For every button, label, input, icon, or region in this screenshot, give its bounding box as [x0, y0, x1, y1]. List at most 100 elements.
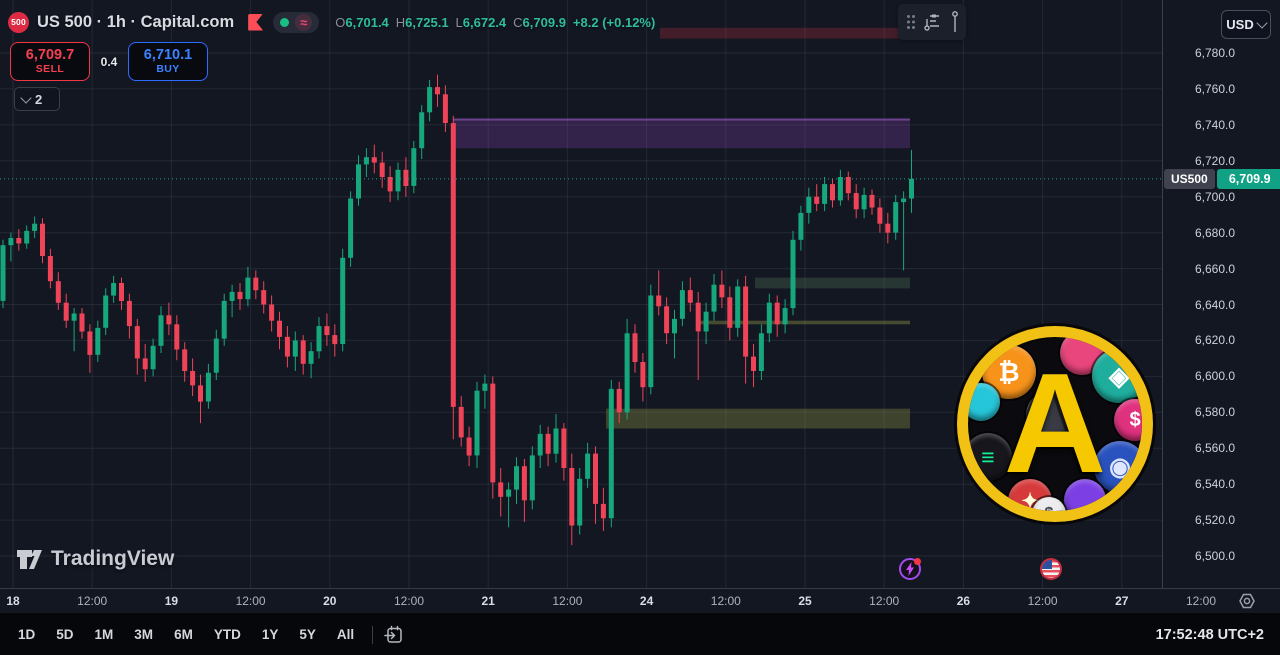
range-button-1y[interactable]: 1Y — [261, 627, 279, 642]
spread-value: 0.4 — [100, 54, 118, 69]
time-tick-label: 19 — [164, 594, 179, 608]
range-button-3m[interactable]: 3M — [134, 627, 154, 642]
toolbar-divider — [372, 625, 374, 644]
current-price-badge: 6,709.9 — [1216, 168, 1280, 189]
change-value: +8.2 (+0.12%) — [572, 14, 656, 30]
lightning-icon — [906, 562, 914, 576]
crypto-coin-icon: ◈ — [1092, 349, 1142, 403]
us-economic-event-icon[interactable] — [1040, 558, 1062, 580]
price-axis[interactable]: 6,780.0 6,760.0 6,740.0 6,720.0 6,700.0 6,680… — [1162, 0, 1280, 588]
currency-selector-button[interactable]: USD — [1221, 10, 1271, 39]
time-tick-label: 21 — [481, 594, 495, 608]
price-tick-label: 6,740.0 — [1195, 117, 1236, 132]
price-tick-label: 6,700.0 — [1195, 189, 1236, 204]
range-button-1d[interactable]: 1D — [18, 627, 36, 642]
capital-com-icon — [248, 13, 264, 31]
buy-price: 6,710.1 — [143, 46, 193, 63]
crypto-coin-icon — [1064, 479, 1106, 511]
open-value: 6,701.4 — [345, 14, 389, 30]
high-value: 6,725.1 — [405, 14, 449, 30]
price-tick-label: 6,680.0 — [1195, 225, 1236, 240]
price-tick-label: 6,520.0 — [1195, 513, 1236, 528]
chart-header: 500 US 500 · 1h · Capital.com ≈ O6,701.4… — [8, 10, 655, 34]
close-label: C — [513, 14, 523, 30]
time-tick-label: 12:00 — [710, 594, 741, 608]
trade-panel: 6,709.7 SELL 0.4 6,710.1 BUY — [10, 42, 208, 81]
price-tick-label: 6,540.0 — [1195, 477, 1236, 492]
crypto-coin-icon: ◉ — [1094, 441, 1142, 493]
currency-label: USD — [1226, 17, 1254, 32]
time-tick-label: 12:00 — [869, 594, 900, 608]
buy-button[interactable]: 6,710.1 BUY — [128, 42, 208, 81]
crypto-coin-icon: ₿ — [982, 345, 1036, 399]
tradingview-watermark[interactable]: TradingView — [16, 545, 174, 573]
sell-button[interactable]: 6,709.7 SELL — [10, 42, 90, 81]
range-button-6m[interactable]: 6M — [174, 627, 193, 642]
time-tick-label: 12:00 — [552, 594, 583, 608]
price-tick-label: 6,760.0 — [1195, 81, 1236, 96]
price-tick-label: 6,720.0 — [1195, 153, 1236, 168]
chevron-down-icon — [20, 91, 32, 104]
buy-label: BUY — [156, 62, 180, 75]
range-button-5d[interactable]: 5D — [56, 627, 74, 642]
status-dot-icon — [280, 17, 290, 27]
time-tick-label: 24 — [639, 594, 654, 608]
price-tick-label: 6,780.0 — [1195, 46, 1236, 60]
ohlc-readout: O6,701.4 H6,725.1 L6,672.4 C6,709.9 +8.2… — [335, 15, 655, 30]
price-label-group: US500 6,709.9 — [1164, 168, 1280, 189]
time-tick-label: 27 — [1115, 594, 1129, 608]
price-tick-label: 6,500.0 — [1195, 549, 1236, 564]
go-to-date-icon[interactable] — [383, 624, 405, 646]
collapse-count: 2 — [35, 91, 43, 107]
range-button-all[interactable]: All — [336, 627, 355, 642]
measure-line-icon[interactable] — [951, 10, 959, 34]
crypto-coin-icon: $ — [1114, 399, 1142, 441]
open-label: O — [335, 14, 346, 30]
time-tick-label: 12:00 — [77, 594, 108, 608]
crypto-coin-icon — [968, 383, 1000, 421]
price-tick-label: 6,640.0 — [1195, 297, 1236, 312]
range-button-ytd[interactable]: YTD — [213, 627, 241, 642]
price-tick-label: 6,660.0 — [1195, 261, 1236, 276]
floating-toolbar — [898, 4, 966, 40]
collapse-button[interactable]: 2 — [14, 87, 60, 111]
low-label: L — [455, 14, 463, 30]
candlestick-chart[interactable] — [0, 0, 1162, 588]
time-tick-label: 25 — [798, 594, 812, 608]
price-tick-label: 6,560.0 — [1195, 441, 1236, 456]
tradingview-logo-icon — [17, 550, 42, 569]
high-label: H — [395, 14, 406, 30]
drag-handle-icon[interactable] — [906, 14, 916, 30]
price-tick-label: 6,580.0 — [1195, 405, 1236, 420]
time-tick-label: 26 — [956, 594, 971, 608]
session-clock[interactable]: 17:52:48 UTC+2 — [1155, 626, 1264, 643]
range-buttons: 1D 5D 1M 3M 6M YTD 1Y 5Y All — [0, 622, 362, 647]
time-tick-label: 12:00 — [393, 594, 425, 608]
low-value: 6,672.4 — [462, 14, 507, 30]
price-tick-label: 6,620.0 — [1195, 333, 1236, 348]
symbol-price-badge: US500 — [1164, 168, 1215, 189]
range-button-1m[interactable]: 1M — [94, 627, 114, 642]
crypto-coin-icon: $ — [1032, 497, 1066, 511]
crypto-coin-icon: ≡ — [968, 433, 1012, 481]
logo-letter: A — [1003, 344, 1107, 503]
tradingview-label: TradingView — [51, 547, 175, 570]
time-axis[interactable]: 18 12:00 19 12:00 20 12:00 21 12:00 24 12:00 25 12:… — [0, 588, 1280, 613]
us-flag-icon — [1042, 560, 1052, 569]
broker-status-pill[interactable]: ≈ — [273, 11, 320, 33]
time-tick-label: 18 — [6, 594, 20, 608]
alert-event-icon[interactable] — [899, 558, 921, 580]
sell-price: 6,709.7 — [25, 46, 75, 63]
axis-settings-gear-icon[interactable] — [1237, 591, 1257, 611]
chart-title[interactable]: US 500 · 1h · Capital.com — [37, 12, 235, 31]
range-button-5y[interactable]: 5Y — [299, 627, 316, 642]
chevron-down-icon — [1256, 17, 1268, 29]
price-tick-label: 6,600.0 — [1195, 369, 1236, 384]
sell-label: SELL — [35, 62, 65, 75]
close-value: 6,709.9 — [522, 14, 566, 30]
symbol-logo-icon: 500 — [8, 11, 29, 33]
time-tick-label: 12:00 — [1027, 594, 1058, 608]
crypto-coin-icon — [1026, 391, 1074, 439]
object-tree-icon[interactable] — [923, 12, 943, 32]
